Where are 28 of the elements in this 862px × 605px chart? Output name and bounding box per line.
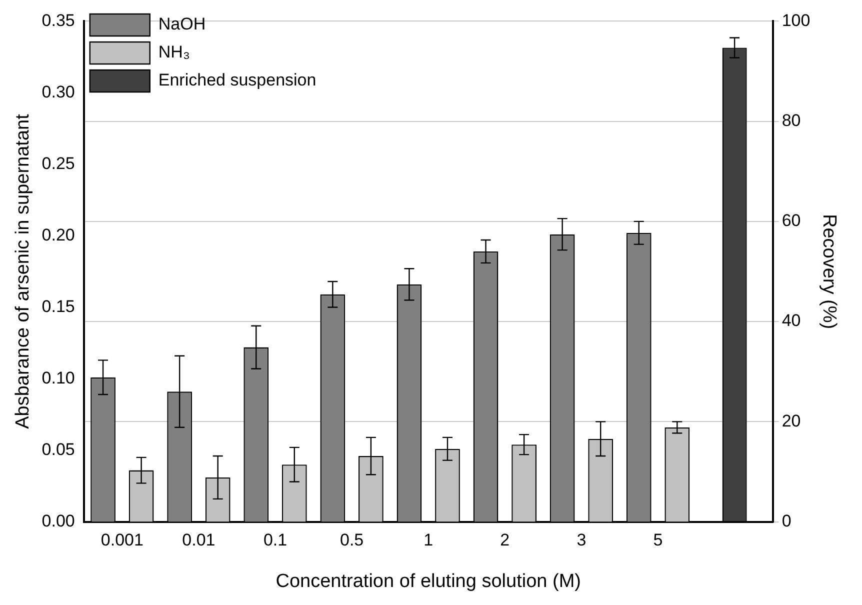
x-axis-title: Concentration of eluting solution (M) (276, 570, 581, 592)
y2-tick-label: 80 (782, 111, 801, 130)
y-tick-label: 0.15 (42, 296, 75, 316)
y-tick-label: 0.20 (42, 225, 75, 244)
x-tick-label: 0.001 (100, 530, 144, 550)
y2-tick-label: 0 (782, 511, 792, 530)
x-tick-label: 5 (653, 530, 663, 550)
y-tick-label: 0.05 (42, 440, 75, 459)
y2-tick-label: 20 (782, 411, 801, 430)
y-tick-label: 0.30 (42, 82, 75, 102)
y-tick-label: 0.00 (42, 511, 75, 530)
legend-label: NH₃ (158, 42, 190, 62)
y-tick-label: 0.35 (42, 10, 75, 30)
legend-label: NaOH (158, 14, 206, 34)
y-tick-label: 0.25 (42, 154, 75, 173)
y-axis-title: Absbarance of arsenic in supernatant (12, 113, 34, 429)
y2-axis-title: Recovery (%) (818, 214, 840, 330)
y2-tick-label: 100 (782, 10, 810, 30)
y2-tick-label: 40 (782, 311, 801, 330)
x-tick-label: 3 (576, 530, 586, 550)
x-tick-label: 0.5 (340, 530, 364, 550)
y-tick-label: 0.10 (42, 368, 75, 388)
legend-label: Enriched suspension (158, 70, 316, 90)
x-tick-label: 1 (424, 530, 434, 550)
x-tick-label: 2 (500, 530, 510, 550)
x-tick-label: 0.01 (182, 530, 216, 550)
x-tick-label: 0.1 (263, 530, 288, 550)
y2-tick-label: 60 (782, 211, 801, 230)
